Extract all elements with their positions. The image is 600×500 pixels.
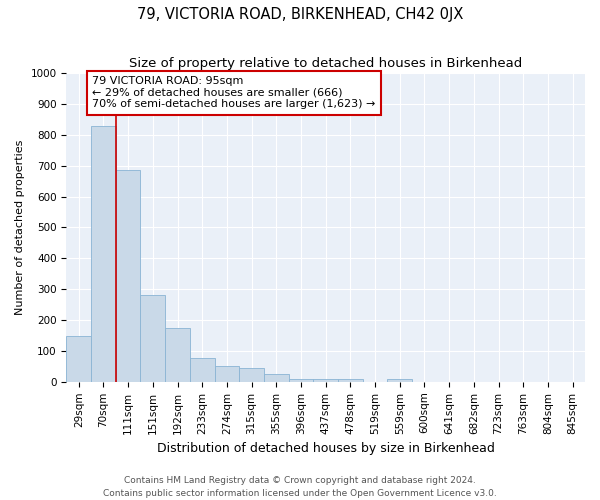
Bar: [116, 170, 140, 382]
Bar: [264, 374, 289, 382]
Bar: [215, 366, 239, 382]
Bar: [140, 296, 165, 382]
Bar: [190, 358, 215, 382]
Bar: [313, 378, 338, 382]
Bar: [91, 126, 116, 382]
Bar: [239, 368, 264, 382]
Text: 79, VICTORIA ROAD, BIRKENHEAD, CH42 0JX: 79, VICTORIA ROAD, BIRKENHEAD, CH42 0JX: [137, 8, 463, 22]
Bar: [67, 336, 91, 382]
Text: Contains HM Land Registry data © Crown copyright and database right 2024.
Contai: Contains HM Land Registry data © Crown c…: [103, 476, 497, 498]
Bar: [388, 378, 412, 382]
Title: Size of property relative to detached houses in Birkenhead: Size of property relative to detached ho…: [129, 58, 523, 70]
Bar: [338, 378, 363, 382]
Bar: [165, 328, 190, 382]
Text: 79 VICTORIA ROAD: 95sqm
← 29% of detached houses are smaller (666)
70% of semi-d: 79 VICTORIA ROAD: 95sqm ← 29% of detache…: [92, 76, 376, 110]
X-axis label: Distribution of detached houses by size in Birkenhead: Distribution of detached houses by size …: [157, 442, 494, 455]
Y-axis label: Number of detached properties: Number of detached properties: [15, 140, 25, 315]
Bar: [289, 378, 313, 382]
